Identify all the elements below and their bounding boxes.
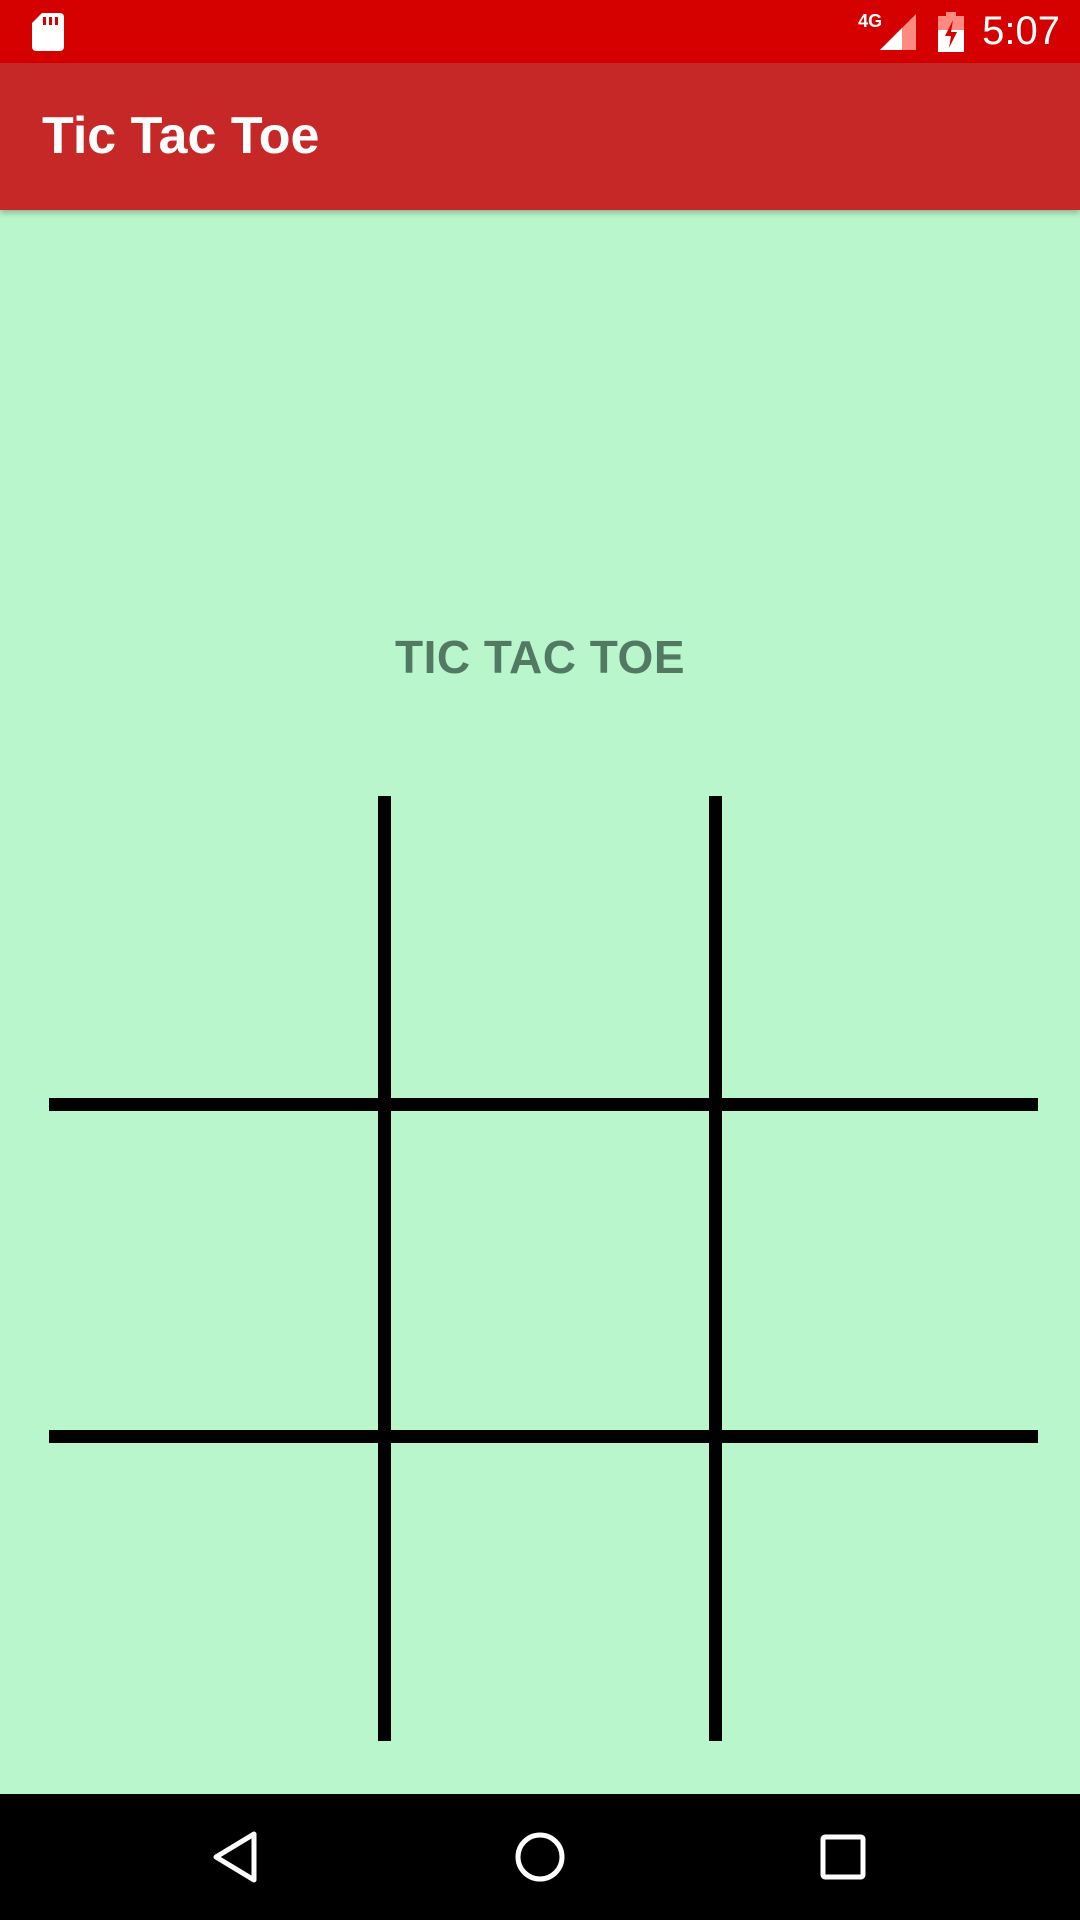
home-icon[interactable] [505,1822,575,1892]
board-cell-7[interactable] [49,1443,378,1741]
game-board [0,210,1080,1794]
app-bar: Tic Tac Toe [0,63,1080,210]
back-icon[interactable] [200,1822,270,1892]
network-type-label: 4G [858,11,883,31]
grid-line-horizontal-2 [49,1430,1038,1443]
sd-card-icon [32,13,64,51]
clock: 5:07 [982,9,1060,53]
battery-charging-icon [938,11,965,52]
status-bar: 4G 5:07 [0,0,1080,63]
board-cell-1[interactable] [49,796,378,1098]
board-cell-2[interactable] [391,796,709,1098]
board-cell-9[interactable] [722,1443,1038,1741]
navigation-bar [0,1794,1080,1920]
main-content: TIC TAC TOE [0,210,1080,1794]
board-cell-5[interactable] [391,1111,709,1430]
board-cell-4[interactable] [49,1111,378,1430]
signal-icon [880,13,917,50]
app-title: Tic Tac Toe [42,107,320,165]
game-heading: TIC TAC TOE [394,631,685,683]
recents-icon[interactable] [808,1822,878,1892]
grid-line-vertical-2 [709,796,722,1741]
board-cell-6[interactable] [722,1111,1038,1430]
board-cell-3[interactable] [722,796,1038,1098]
grid-line-vertical-1 [378,796,391,1741]
grid-line-horizontal-1 [49,1098,1038,1111]
board-cell-8[interactable] [391,1443,709,1741]
